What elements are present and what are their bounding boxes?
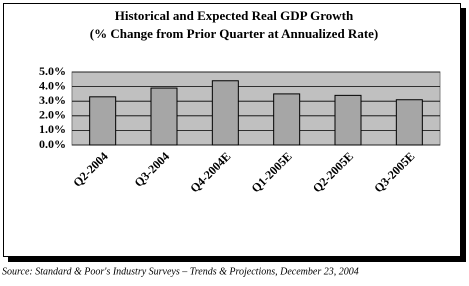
y-tick-label: 3.0% [39,93,66,107]
bar [334,94,362,146]
plot-area [71,71,441,146]
y-tick-label: 0.0% [39,137,66,151]
y-tick-label: 4.0% [39,78,66,92]
y-tick-label: 1.0% [39,122,66,136]
bar [150,87,178,146]
chart-title: Historical and Expected Real GDP Growth [115,8,354,23]
source: Source: Standard & Poor's Industry Surve… [2,266,359,277]
y-tick-label: 2.0% [39,108,66,122]
bar [273,93,301,146]
bar [89,96,117,146]
bar [395,99,423,146]
chart-subtitle: (% Change from Prior Quarter at Annualiz… [90,26,379,41]
bar [211,80,239,146]
y-tick-label: 5.0% [39,64,66,78]
